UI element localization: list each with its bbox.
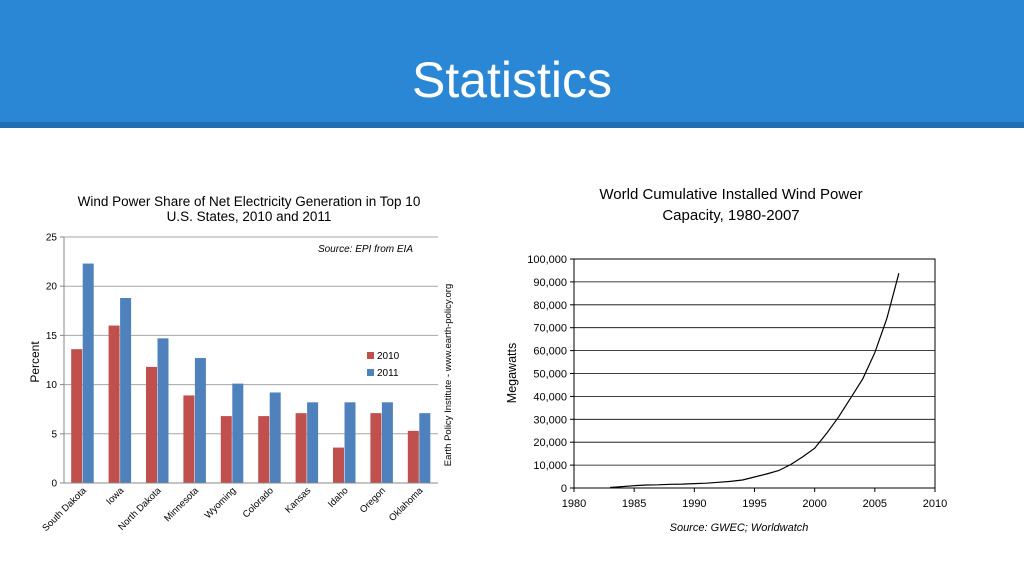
line-y-tick-label: 60,000 [533, 346, 567, 358]
line-chart-title-line-1: World Cumulative Installed Wind Power [599, 186, 862, 203]
bar-x-tick-label: South Dakota [40, 485, 89, 534]
line-chart-source: Source: GWEC; Worldwatch [670, 522, 809, 534]
line-chart-series-capacity [610, 273, 900, 489]
bar-y-tick-label: 0 [51, 479, 57, 490]
bar-2011-minnesota [194, 358, 206, 483]
bar-chart-bars [71, 263, 431, 483]
bar-chart-wind-share: Wind Power Share of Net Electricity Gene… [28, 194, 454, 534]
line-y-tick-label: 90,000 [533, 277, 567, 289]
bar-y-tick-label: 5 [51, 429, 57, 440]
bar-2010-south-dakota [71, 349, 83, 483]
bar-x-tick-label: Oklahoma [387, 485, 426, 524]
bar-2010-minnesota [183, 395, 195, 483]
bar-chart-legend: 2010 2011 [367, 351, 400, 379]
line-chart-grid [574, 258, 935, 489]
line-x-tick-label: 1990 [682, 498, 706, 510]
bar-x-tick-label: Oregon [358, 485, 388, 515]
bar-2010-oregon [370, 413, 382, 483]
bar-chart-side-note: Earth Policy Institute - www.earth-polic… [443, 284, 454, 467]
bar-x-tick-label: Kansas [283, 485, 313, 515]
legend-swatch-2011 [367, 369, 374, 376]
bar-2011-colorado [269, 392, 281, 483]
bar-chart-title-line-2: U.S. States, 2010 and 2011 [167, 209, 332, 224]
bar-2011-kansas [307, 402, 319, 483]
line-y-tick-label: 80,000 [533, 300, 567, 312]
bar-x-tick-label: Colorado [241, 485, 276, 520]
bar-2010-colorado [258, 416, 270, 483]
bar-x-tick-label: Idaho [326, 485, 351, 510]
bar-y-tick-label: 10 [46, 380, 58, 391]
bar-chart-y-label: Percent [28, 341, 42, 383]
bar-chart-source: Source: EPI from EIA [318, 244, 413, 255]
bar-2010-idaho [333, 447, 344, 483]
line-chart-wind-capacity: World Cumulative Installed Wind Power Ca… [505, 186, 947, 534]
bar-x-tick-label: Iowa [104, 485, 126, 507]
bar-2010-oklahoma [407, 430, 419, 483]
line-x-tick-label: 1980 [562, 498, 586, 510]
line-chart-y-ticks: 0 10,000 20,000 30,000 40,000 50,000 60,000 70,… [527, 254, 574, 495]
line-y-tick-label: 50,000 [533, 369, 567, 381]
bar-x-tick-label: Wyoming [203, 485, 239, 521]
slide-title: Statistics [411, 52, 613, 108]
line-chart-x-ticks: 1980 1985 1990 1995 2000 2005 2010 [562, 488, 947, 510]
line-y-tick-label: 100,000 [527, 254, 567, 266]
bar-y-tick-label: 15 [46, 331, 58, 342]
bar-2011-idaho [344, 402, 356, 483]
line-x-tick-label: 1985 [622, 498, 646, 510]
bar-chart-title-line-1: Wind Power Share of Net Electricity Gene… [78, 194, 421, 209]
bar-2010-kansas [295, 413, 307, 483]
bar-2010-north-dakota [146, 366, 157, 483]
line-y-tick-label: 20,000 [533, 437, 567, 449]
line-chart-title-line-2: Capacity, 1980-2007 [662, 207, 799, 224]
line-y-tick-label: 70,000 [533, 323, 567, 335]
line-y-tick-label: 0 [561, 483, 567, 495]
legend-label-2011: 2011 [377, 368, 399, 379]
legend-label-2010: 2010 [377, 351, 400, 362]
bar-2011-south-dakota [82, 263, 94, 483]
line-x-tick-label: 2000 [802, 498, 826, 510]
bar-2010-iowa [108, 325, 120, 483]
bar-2011-north-dakota [157, 338, 169, 483]
line-y-tick-label: 40,000 [533, 391, 567, 403]
bar-2011-wyoming [232, 383, 244, 483]
line-chart-plot-frame [573, 258, 936, 489]
bar-chart-y-ticks: 0 5 10 15 20 25 [46, 233, 64, 490]
bar-y-tick-label: 25 [46, 233, 58, 244]
line-x-tick-label: 2010 [923, 498, 947, 510]
line-x-tick-label: 2005 [863, 498, 887, 510]
slide-header: Statistics [0, 0, 1024, 128]
bar-2010-wyoming [220, 416, 232, 483]
bar-2011-iowa [120, 298, 132, 483]
bar-2011-oregon [381, 402, 393, 483]
legend-swatch-2010 [367, 352, 374, 359]
line-chart-y-label: Megawatts [505, 343, 519, 403]
bar-2011-oklahoma [419, 413, 431, 483]
bar-y-tick-label: 20 [46, 282, 58, 293]
line-y-tick-label: 10,000 [533, 460, 567, 472]
bar-x-tick-label: Minnesota [162, 485, 201, 524]
line-x-tick-label: 1995 [742, 498, 766, 510]
line-y-tick-label: 30,000 [533, 414, 567, 426]
